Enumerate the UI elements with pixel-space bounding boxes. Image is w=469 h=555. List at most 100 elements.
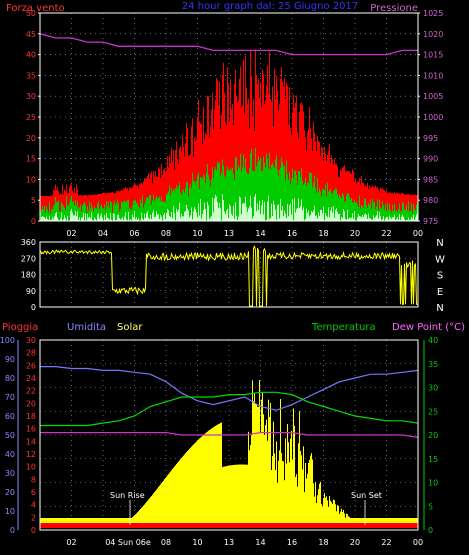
time-tick-label: 06 xyxy=(129,229,139,238)
humidity-tick-label: 18 xyxy=(26,412,36,421)
time-tick-label: 20 xyxy=(350,538,360,547)
pressure-tick-label: 1005 xyxy=(423,92,443,101)
humidity-tick-label: 2 xyxy=(31,513,36,522)
temperature-tick-label: 20 xyxy=(428,431,438,440)
time-tick-label: 00 xyxy=(413,229,423,238)
humidity-tick-label: 4 xyxy=(31,501,36,510)
pressure-tick-label: 995 xyxy=(423,134,438,143)
temperature-tick-label: 25 xyxy=(428,407,438,416)
temperature-tick-label: 0 xyxy=(428,526,433,535)
rain-humidity-temp-panel: 0102030405060708090100024681012141618202… xyxy=(0,336,438,547)
wind-tick-label: 20 xyxy=(26,134,36,143)
temperature-tick-label: 15 xyxy=(428,455,438,464)
wind-direction-line xyxy=(40,244,418,307)
time-tick-label: 14 xyxy=(255,229,265,238)
time-tick-label: 18 xyxy=(318,538,328,547)
dewpoint-line xyxy=(40,432,419,438)
humidity-tick-label: 16 xyxy=(26,425,36,434)
humidity-tick-label: 12 xyxy=(26,450,36,459)
rain-tick-label: 0 xyxy=(10,526,15,535)
time-tick-label: 08 xyxy=(161,229,171,238)
wind-tick-label: 15 xyxy=(26,155,36,164)
humidity-tick-label: 22 xyxy=(26,387,36,396)
direction-tick-label: 90 xyxy=(26,287,36,296)
wind-tick-label: 25 xyxy=(26,113,36,122)
temperature-tick-label: 5 xyxy=(428,502,433,511)
humidity-tick-label: 14 xyxy=(26,437,36,446)
rain-tick-label: 30 xyxy=(5,469,15,478)
rain-tick-label: 20 xyxy=(5,488,15,497)
humidity-axis-title: Umidita xyxy=(67,322,106,333)
wind-axis-title: Forza vento xyxy=(6,3,65,14)
time-tick-label: 10 xyxy=(192,229,202,238)
direction-tick-label: 180 xyxy=(21,271,36,280)
time-tick-label: 10 xyxy=(192,538,202,547)
wind-tick-label: 5 xyxy=(31,196,36,205)
direction-tick-label: 270 xyxy=(21,254,36,263)
humidity-tick-label: 10 xyxy=(26,463,36,472)
compass-label: S xyxy=(437,271,443,282)
humidity-tick-label: 20 xyxy=(26,399,36,408)
time-tick-label: 13 xyxy=(224,229,234,238)
time-tick-label: 04 xyxy=(98,229,108,238)
pressure-line xyxy=(39,33,418,56)
time-tick-label: 14 xyxy=(255,538,265,547)
time-tick-label: 13 xyxy=(224,538,234,547)
humidity-tick-label: 24 xyxy=(26,374,36,383)
compass-label: N xyxy=(436,238,443,249)
solar-note-label: 04 Sun 06e xyxy=(105,538,151,547)
direction-panel-frame xyxy=(39,241,419,308)
time-tick-label: 16 xyxy=(287,538,297,547)
compass-label: N xyxy=(436,303,443,314)
dewpoint-axis-title: Dew Point (°C) xyxy=(392,322,465,333)
lower-panel-frame xyxy=(39,339,419,531)
pressure-tick-label: 1010 xyxy=(423,71,443,80)
wind-pressure-panel: 0510152025303540455097598098599099510001… xyxy=(26,9,444,238)
wind-tick-label: 10 xyxy=(26,175,36,184)
wind-tick-label: 30 xyxy=(26,92,36,101)
pressure-tick-label: 1000 xyxy=(423,113,443,122)
solar-axis-title: Solar xyxy=(117,322,143,333)
humidity-tick-label: 8 xyxy=(31,475,36,484)
compass-label: W xyxy=(435,254,445,265)
rain-tick-label: 80 xyxy=(5,374,15,383)
rain-axis-title: Pioggia xyxy=(2,322,38,333)
time-tick-label: 00 xyxy=(413,538,423,547)
time-tick-label: 16 xyxy=(287,229,297,238)
pressure-tick-label: 975 xyxy=(423,217,438,226)
wind-tick-label: 45 xyxy=(26,30,36,39)
rain-tick-label: 100 xyxy=(0,336,15,345)
wind-tick-label: 50 xyxy=(26,9,36,18)
time-tick-label: 18 xyxy=(318,229,328,238)
time-tick-label: 22 xyxy=(381,538,391,547)
time-tick-label: 08 xyxy=(161,538,171,547)
pressure-tick-label: 1015 xyxy=(423,51,443,60)
time-tick-label: 02 xyxy=(66,538,76,547)
sunrise-label: Sun Rise xyxy=(110,491,145,500)
humidity-tick-label: 6 xyxy=(31,488,36,497)
pressure-tick-label: 980 xyxy=(423,196,438,205)
temperature-axis-title: Temperatura xyxy=(311,322,376,333)
rain-tick-label: 70 xyxy=(5,393,15,402)
temperature-tick-label: 30 xyxy=(428,384,438,393)
rain-base-band xyxy=(40,518,418,523)
time-tick-label: 20 xyxy=(350,229,360,238)
temperature-tick-label: 10 xyxy=(428,479,438,488)
humidity-tick-label: 30 xyxy=(26,336,36,345)
rain-tick-label: 50 xyxy=(5,431,15,440)
temperature-tick-label: 35 xyxy=(428,360,438,369)
direction-tick-label: 360 xyxy=(21,238,36,247)
pressure-tick-label: 990 xyxy=(423,155,438,164)
wind-tick-label: 35 xyxy=(26,71,36,80)
time-tick-label: 02 xyxy=(66,229,76,238)
pressure-tick-label: 985 xyxy=(423,175,438,184)
humidity-tick-label: 0 xyxy=(31,526,36,535)
temperature-line xyxy=(40,391,419,427)
rain-tick-label: 60 xyxy=(5,412,15,421)
rain-tick-label: 40 xyxy=(5,450,15,459)
pressure-tick-label: 1025 xyxy=(423,9,443,18)
rain-tick-label: 10 xyxy=(5,507,15,516)
pressure-tick-label: 1020 xyxy=(423,30,443,39)
